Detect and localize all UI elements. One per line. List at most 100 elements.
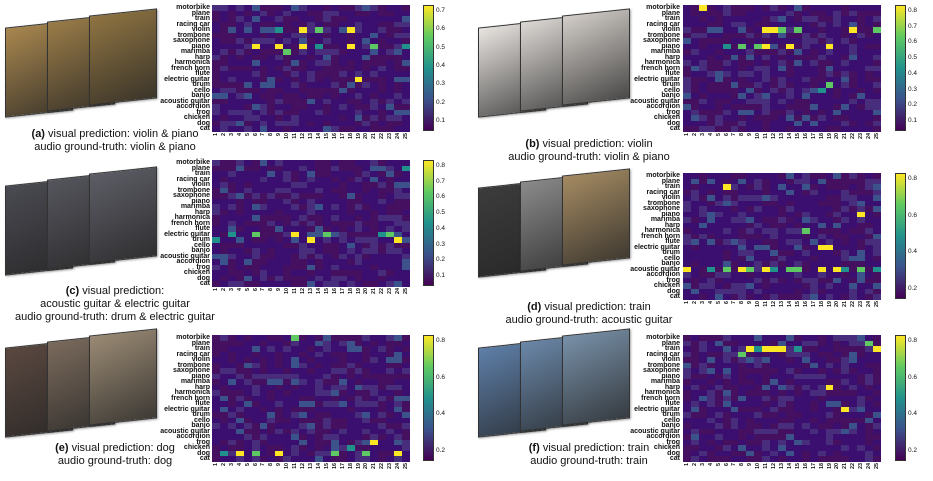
heatmap-cell <box>402 428 411 435</box>
heatmap-cell <box>314 93 324 100</box>
heatmap-cell <box>770 184 779 191</box>
heatmap-cell <box>394 226 403 233</box>
heatmap-cell <box>291 160 300 167</box>
heatmap-cell <box>402 182 411 189</box>
heatmap-cell <box>259 49 268 56</box>
heatmap-cell <box>354 264 363 271</box>
heatmap-cell <box>267 401 276 408</box>
heatmap-cell <box>322 395 332 402</box>
heatmap-cell <box>362 193 371 200</box>
heatmap-cell <box>275 209 284 216</box>
heatmap-cell <box>857 250 866 257</box>
heatmap-cell <box>212 439 221 446</box>
heatmap-cell <box>235 176 245 183</box>
heatmap-cell <box>235 209 245 216</box>
heatmap-cell <box>857 93 866 100</box>
heatmap-cell <box>394 27 403 34</box>
heatmap-cell <box>370 120 379 127</box>
heatmap-cell <box>706 10 716 17</box>
y-tick-label: trombone <box>647 31 680 39</box>
heatmap-cell <box>833 373 842 380</box>
heatmap-cell <box>738 87 747 94</box>
heatmap-cell <box>219 423 229 430</box>
heatmap-cell <box>291 237 300 244</box>
heatmap-cell <box>738 439 747 446</box>
heatmap-cell <box>793 206 803 213</box>
heatmap-cell <box>267 351 276 358</box>
heatmap-cell <box>330 242 340 249</box>
heatmap-cell <box>227 401 237 408</box>
y-tick-label: marimba <box>180 378 210 386</box>
attention-heatmap <box>212 5 411 133</box>
heatmap-cell <box>762 195 771 202</box>
heatmap-cell <box>307 38 316 45</box>
heatmap-cell <box>698 434 708 441</box>
heatmap-cell <box>762 239 771 246</box>
heatmap-cell <box>722 109 731 116</box>
heatmap-cell <box>378 21 387 28</box>
heatmap-cell <box>314 204 324 211</box>
heatmap-cell <box>865 10 874 17</box>
heatmap-cell <box>291 209 300 216</box>
heatmap-cell <box>730 5 739 12</box>
heatmap-cell <box>227 71 237 78</box>
heatmap-cell <box>738 294 747 301</box>
heatmap-cell <box>770 76 779 83</box>
heatmap-cell <box>762 233 771 240</box>
heatmap-cell <box>402 104 411 111</box>
heatmap-cell <box>801 368 811 375</box>
heatmap-cell <box>785 439 795 446</box>
heatmap-cell <box>801 390 811 397</box>
heatmap-cell <box>770 222 779 229</box>
y-tick-label: accordion <box>176 433 210 441</box>
heatmap-cell <box>833 335 842 342</box>
heatmap-cell <box>730 200 739 207</box>
heatmap-cell <box>212 423 221 430</box>
heatmap-cell <box>235 248 245 255</box>
heatmap-cell <box>338 43 348 50</box>
heatmap-cell <box>770 277 779 284</box>
y-tick-label: electric guitar <box>164 75 210 83</box>
heatmap-cell <box>259 126 268 133</box>
heatmap-cell <box>841 335 850 342</box>
heatmap-cell <box>762 173 771 180</box>
heatmap-cell <box>212 43 221 50</box>
heatmap-cell <box>275 98 284 105</box>
heatmap-cell <box>378 27 387 34</box>
heatmap-cell <box>714 5 724 12</box>
heatmap-cell <box>235 362 245 369</box>
heatmap-cell <box>849 384 858 391</box>
heatmap-cell <box>746 60 755 67</box>
heatmap-cell <box>394 54 403 61</box>
heatmap-cell <box>235 187 245 194</box>
y-tick-label: banjo <box>661 422 680 430</box>
colorbar-tick-label: 0.8 <box>436 162 446 169</box>
heatmap-cell <box>283 71 292 78</box>
heatmap-cell <box>825 384 834 391</box>
heatmap-cell <box>801 228 811 235</box>
heatmap-cell <box>714 98 724 105</box>
caption-letter: (d) <box>527 301 542 313</box>
heatmap-cell <box>299 182 308 189</box>
heatmap-cell <box>770 233 779 240</box>
heatmap-cell <box>833 346 842 353</box>
heatmap-cell <box>362 187 371 194</box>
heatmap-cell <box>386 428 395 435</box>
heatmap-cell <box>251 176 260 183</box>
caption-line: visual prediction: violin & piano <box>44 128 199 140</box>
heatmap-cell <box>762 266 771 273</box>
heatmap-cell <box>770 173 779 180</box>
heatmap-cell <box>346 379 356 386</box>
heatmap-cell <box>227 87 237 94</box>
heatmap-cell <box>291 10 300 17</box>
heatmap-cell <box>267 264 276 271</box>
heatmap-cell <box>291 351 300 358</box>
heatmap-cell <box>698 16 708 23</box>
heatmap-cell <box>243 248 253 255</box>
heatmap-cell <box>212 165 221 172</box>
heatmap-cell <box>746 206 755 213</box>
heatmap-cell <box>219 281 229 288</box>
heatmap-cell <box>683 76 692 83</box>
heatmap-cell <box>338 209 348 216</box>
heatmap-cell <box>330 220 340 227</box>
